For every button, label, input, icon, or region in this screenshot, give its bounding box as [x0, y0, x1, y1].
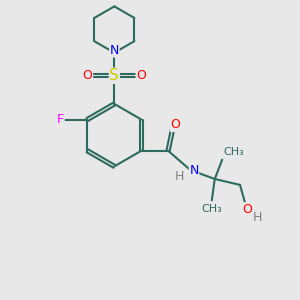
Text: H: H: [253, 211, 262, 224]
Text: H: H: [174, 170, 184, 183]
Text: O: O: [171, 118, 181, 131]
Text: O: O: [82, 69, 92, 82]
Text: CH₃: CH₃: [201, 204, 222, 214]
Text: CH₃: CH₃: [224, 147, 244, 157]
Text: O: O: [242, 203, 252, 216]
Text: N: N: [110, 44, 119, 57]
Text: O: O: [136, 69, 146, 82]
Text: S: S: [110, 68, 119, 83]
Text: F: F: [57, 113, 64, 126]
Text: N: N: [189, 164, 199, 177]
